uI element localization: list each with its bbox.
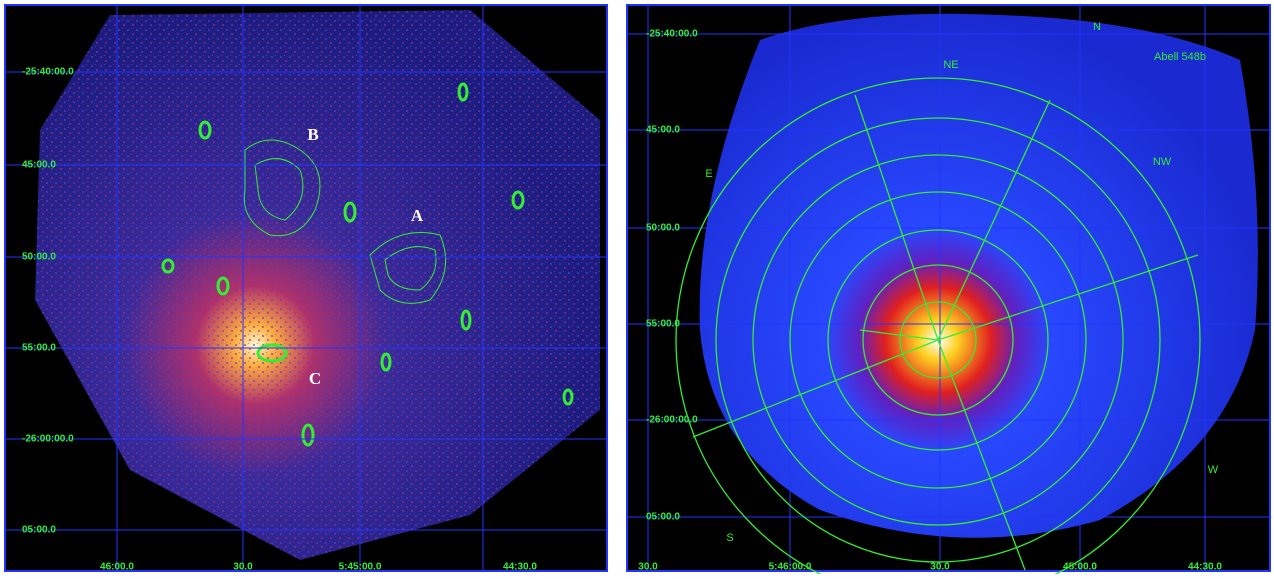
source-label: C: [309, 369, 321, 388]
sector-label: W: [1208, 464, 1219, 476]
dec-label: -26:00:00.0: [646, 415, 698, 426]
dec-label: 45:00.0: [646, 125, 680, 136]
ra-label: 46:00.0: [100, 562, 134, 573]
source-label: A: [411, 206, 424, 225]
ra-label: 30.0: [930, 562, 950, 573]
dec-label: 05:00.0: [22, 525, 56, 536]
dec-label: 50:00.0: [646, 223, 680, 234]
dec-label: 55:00.0: [22, 343, 56, 354]
sector-label: E: [705, 168, 712, 180]
ra-label: 5:46:00.0: [769, 562, 812, 573]
screen: -25:40:00.0 45:00.0 50:00.0 55:00.0 -26:00:0…: [0, 0, 1274, 574]
cluster-label: Abell 548b: [1154, 51, 1206, 63]
sector-label: NW: [1153, 156, 1172, 168]
dec-label: 55:00.0: [646, 319, 680, 330]
dec-label: -25:40:00.0: [22, 67, 74, 78]
ra-label: 5:45:00.0: [339, 562, 382, 573]
xray-image: [700, 14, 1258, 538]
dec-label: -25:40:00.0: [646, 29, 698, 40]
ra-label: 44:30.0: [1188, 562, 1222, 573]
ra-label: 44:30.0: [503, 562, 537, 573]
sector-label: NE: [943, 59, 958, 71]
sector-label: S: [726, 532, 733, 544]
dec-label: 05:00.0: [646, 512, 680, 523]
sector-label: N: [1093, 21, 1101, 33]
ra-label: 30.0: [638, 562, 658, 573]
source-label: B: [307, 125, 318, 144]
ra-label: 30.0: [233, 562, 253, 573]
dec-label: 50:00.0: [22, 252, 56, 263]
dec-label: -26:00:00.0: [22, 434, 74, 445]
dec-label: 45:00.0: [22, 160, 56, 171]
ra-label: 45:00.0: [1063, 562, 1097, 573]
